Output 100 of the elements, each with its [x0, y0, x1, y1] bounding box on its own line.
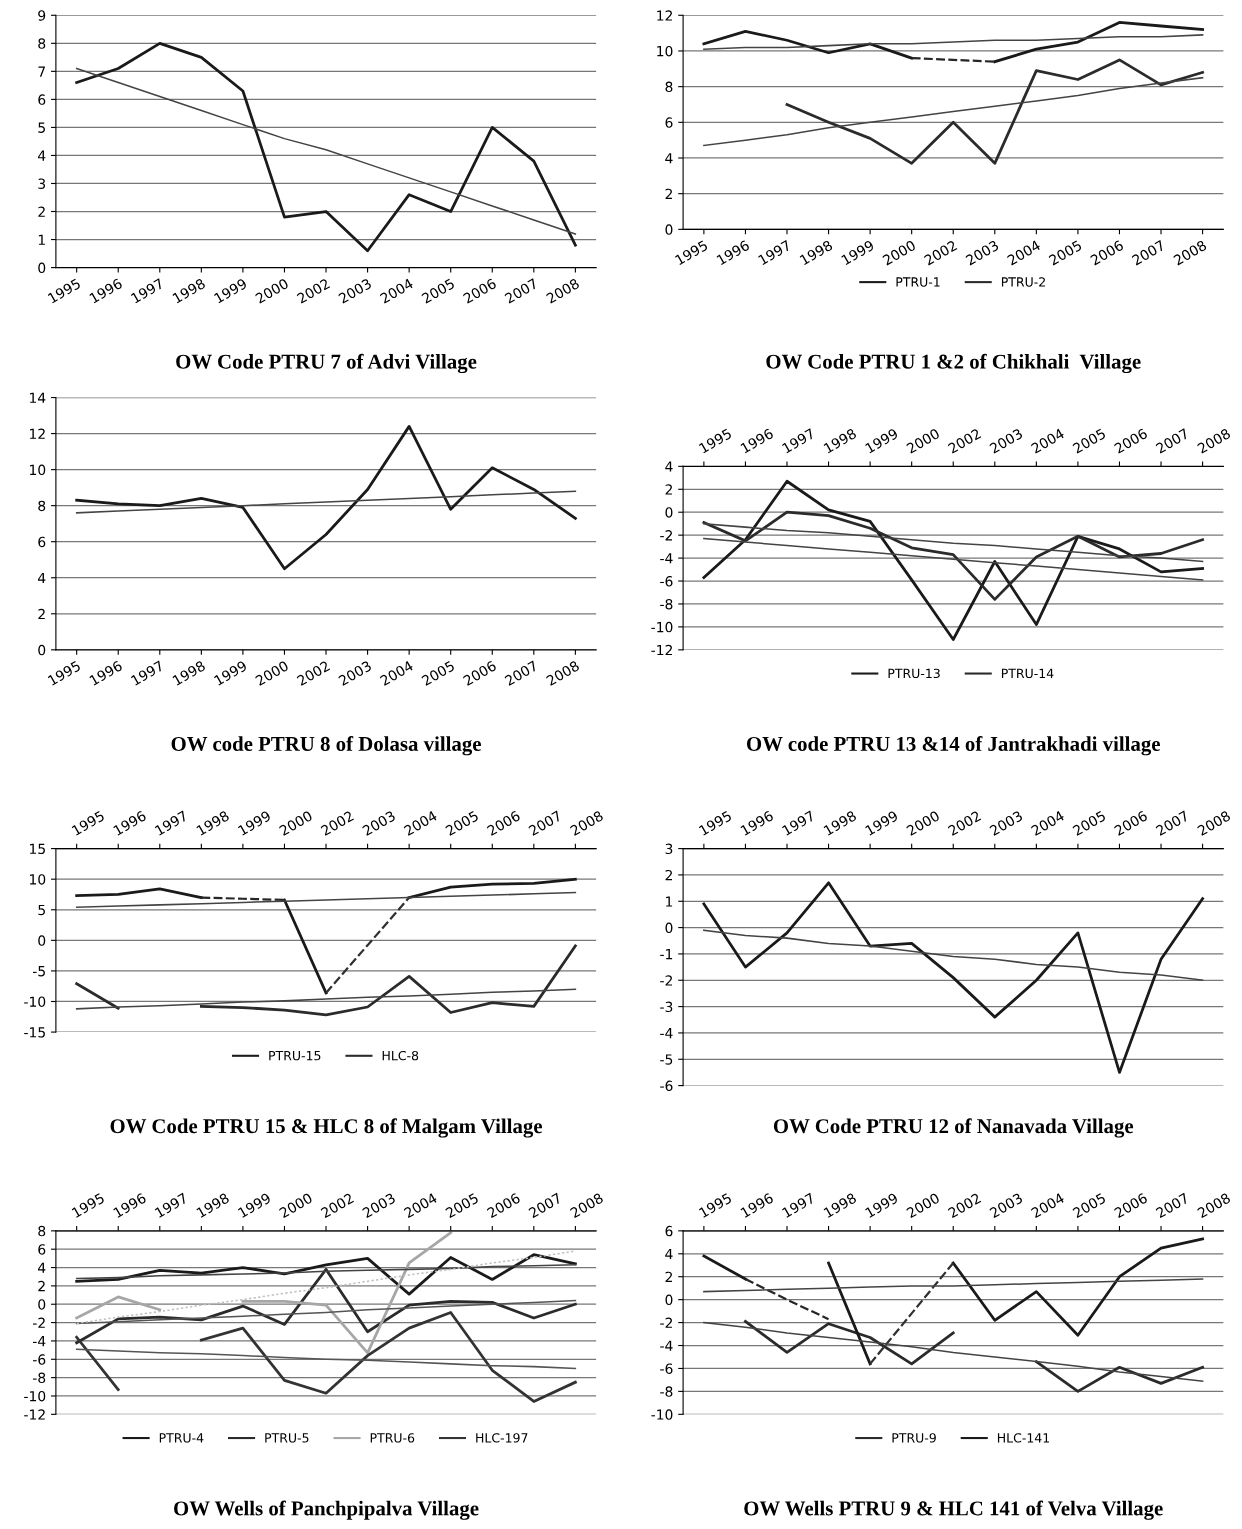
y-tick-label: -4 — [660, 553, 673, 564]
line-series — [703, 34, 1204, 50]
y-tick-label: -2 — [660, 1317, 672, 1328]
legend-label: PTRU-9 — [892, 1433, 936, 1443]
line-series — [75, 41, 577, 253]
y-tick-label: -2 — [660, 530, 672, 541]
y-tick-label: 2 — [38, 608, 45, 620]
y-tick-label: 0 — [38, 644, 46, 656]
y-tick-label: -2 — [660, 975, 672, 986]
y-tick-label: 0 — [665, 224, 673, 235]
line-series — [702, 510, 1204, 601]
y-tick-label: 6 — [665, 1225, 673, 1237]
legend-label: PTRU-1 — [896, 277, 940, 287]
y-tick-label: -10 — [24, 1390, 46, 1402]
y-tick-label: 2 — [665, 188, 672, 199]
line-series — [75, 1299, 577, 1325]
y-tick-label: 4 — [38, 150, 46, 161]
y-tick-label: 4 — [665, 461, 673, 472]
legend-label: HLC-197 — [476, 1433, 528, 1443]
line-series — [75, 1253, 577, 1296]
line-series — [75, 67, 577, 235]
line-series — [75, 490, 577, 514]
y-tick-label: -12 — [651, 644, 672, 656]
y-tick-label: 6 — [38, 536, 46, 548]
text: OW code PTRU 13 &14 of Jantrakhadi village — [746, 736, 1160, 756]
y-tick-label: 8 — [38, 500, 46, 512]
line-series — [75, 1348, 577, 1370]
y-tick-label: 0 — [38, 935, 46, 946]
y-tick-label: -6 — [33, 1354, 46, 1365]
legend-label: PTRU-6 — [370, 1433, 415, 1443]
y-tick-label: -10 — [651, 1409, 673, 1420]
y-tick-label: 15 — [30, 843, 45, 855]
text: OW Code PTRU 15 & HLC 8 of Malgam Village — [110, 1118, 543, 1138]
y-tick-label: -15 — [24, 1027, 45, 1038]
y-tick-label: 10 — [657, 45, 673, 57]
y-tick-label: -6 — [660, 1080, 673, 1092]
y-tick-label: 3 — [665, 843, 673, 855]
y-tick-label: 2 — [38, 206, 45, 217]
line-series — [703, 929, 1204, 982]
y-tick-label: -4 — [660, 1340, 673, 1351]
y-tick-label: -12 — [24, 1409, 45, 1420]
y-tick-label: 4 — [38, 572, 46, 584]
y-tick-label: 10 — [30, 464, 46, 476]
y-tick-label: 8 — [38, 38, 46, 49]
y-tick-label: 0 — [665, 922, 673, 934]
legend-label: PTRU-14 — [1001, 668, 1054, 679]
y-tick-label: 0 — [38, 1299, 46, 1310]
text: OW Wells of Panchpipalva Village — [174, 1500, 479, 1520]
y-tick-label: 1 — [666, 896, 673, 907]
line-series — [703, 1278, 1204, 1293]
y-tick-label: 14 — [30, 392, 46, 403]
text: OW Code PTRU 1 &2 of Chikhali Village — [766, 353, 1141, 374]
y-tick-label: -6 — [660, 1363, 673, 1374]
y-tick-label: 6 — [38, 1244, 46, 1255]
y-tick-label: 2 — [665, 484, 672, 495]
y-tick-label: 8 — [38, 1225, 46, 1237]
y-tick-label: -5 — [660, 1054, 673, 1065]
text: OW Code PTRU 12 of Nanavada Village — [773, 1118, 1134, 1138]
legend-label: HLC-8 — [382, 1050, 419, 1061]
text: OW code PTRU 8 of Dolasa village — [171, 736, 481, 756]
legend-label: PTRU-13 — [888, 668, 940, 679]
y-tick-label: 6 — [665, 117, 673, 128]
y-tick-label: 4 — [665, 153, 673, 164]
line-series — [703, 522, 1204, 563]
y-tick-label: -10 — [651, 621, 673, 633]
y-tick-label: 2 — [665, 869, 672, 881]
y-tick-label: 5 — [38, 122, 45, 133]
y-tick-label: -4 — [33, 1336, 46, 1347]
y-tick-label: 7 — [38, 66, 45, 77]
y-tick-label: -5 — [33, 966, 45, 977]
y-tick-label: 6 — [38, 94, 46, 105]
line-series — [702, 479, 1204, 641]
y-tick-label: 0 — [665, 1294, 673, 1306]
y-tick-label: -8 — [660, 598, 673, 610]
y-tick-label: 5 — [38, 904, 45, 916]
y-tick-label: -4 — [660, 1028, 673, 1039]
y-tick-label: 1 — [38, 234, 45, 245]
text: OW Wells PTRU 9 & HLC 141 of Velva Village — [744, 1500, 1163, 1520]
y-tick-label: -3 — [660, 1001, 673, 1013]
y-tick-label: 0 — [665, 507, 673, 518]
line-series — [75, 891, 577, 909]
y-tick-label: 12 — [657, 10, 672, 21]
y-tick-label: 2 — [38, 1280, 45, 1292]
legend-label: PTRU-2 — [1001, 277, 1045, 287]
y-tick-label: 10 — [30, 874, 46, 885]
line-series — [75, 424, 577, 571]
line-series — [703, 76, 1204, 147]
legend-label: PTRU-4 — [159, 1433, 204, 1443]
legend-label: PTRU-15 — [269, 1051, 321, 1061]
y-tick-label: -2 — [33, 1317, 45, 1328]
legend-label: HLC-141 — [997, 1433, 1050, 1443]
line-series — [703, 1321, 1204, 1382]
line-series — [75, 1264, 577, 1280]
y-tick-label: 9 — [38, 10, 46, 21]
line-series — [75, 988, 577, 1010]
y-tick-label: 8 — [665, 81, 673, 93]
y-tick-label: -8 — [33, 1372, 46, 1384]
y-tick-label: -10 — [24, 996, 46, 1007]
line-series — [785, 58, 1204, 165]
line-series — [702, 881, 1204, 1074]
